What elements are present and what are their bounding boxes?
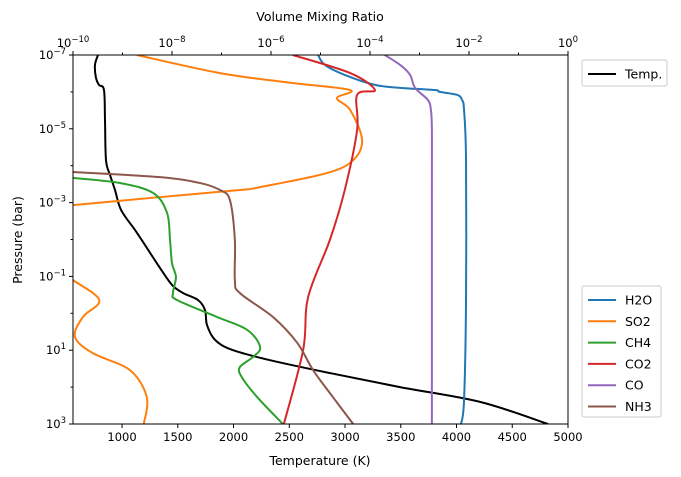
y-tick-label: 10−5 [39, 121, 66, 136]
x-tick-label: 3000 [330, 430, 359, 444]
y-tick-label: 101 [46, 342, 66, 357]
x-tick-label: 4000 [442, 430, 471, 444]
top-axis-label: Volume Mixing Ratio [256, 9, 384, 24]
legend-label-co2: CO2 [625, 356, 652, 371]
y-tick-label: 10−7 [39, 47, 66, 62]
axes: 1000 1500 2000 2500 3000 3500 4000 4500 5000 10−1… [39, 35, 583, 444]
plot-frame [72, 54, 569, 425]
x-tick-label: 2000 [219, 430, 248, 444]
x-tick-label: 1000 [107, 430, 136, 444]
y-tick-label: 103 [46, 416, 66, 431]
x-axis-label: Temperature (K) [268, 453, 370, 468]
series-line-nh3 [73, 170, 354, 424]
legend: Temp. H2O SO2 CH4 CO2 CO NH3 [581, 59, 668, 418]
y-tick-label: 10−3 [39, 195, 66, 210]
series-line-so2 [73, 55, 364, 207]
x-tick-label: 5000 [553, 430, 582, 444]
y-axis-label: Pressure (bar) [10, 196, 25, 284]
x-tick-label: 1500 [163, 430, 192, 444]
legend-label-temp.: Temp. [624, 67, 662, 82]
y-tick-label: 10−1 [39, 268, 66, 283]
series-line-co [384, 55, 433, 424]
x-tick-label: 2500 [275, 430, 304, 444]
x2-tick-label: 10−6 [257, 35, 284, 50]
legend-label-ch4: CH4 [625, 335, 651, 350]
x2-tick-label: 10−2 [455, 35, 482, 50]
series-line-temp. [93, 55, 549, 424]
x-tick-label: 4500 [498, 430, 527, 444]
x2-tick-label: 10−8 [158, 35, 185, 50]
legend-label-co: CO [625, 378, 644, 393]
legend-label-h2o: H2O [625, 293, 652, 308]
legend-label-nh3: NH3 [625, 399, 652, 414]
legend-species: H2O SO2 CH4 CO2 CO NH3 [581, 285, 662, 418]
series-line-co2 [282, 55, 376, 424]
x-tick-label: 3500 [386, 430, 415, 444]
series-line-ch4 [73, 176, 284, 424]
series-line-h2o [317, 55, 468, 424]
legend-label-so2: SO2 [625, 314, 651, 329]
series-line-so2-lower [73, 278, 149, 424]
plot-lines [73, 55, 549, 424]
x2-tick-label: 100 [558, 35, 578, 50]
legend-frame [581, 59, 668, 87]
legend-temperature: Temp. [581, 59, 668, 87]
x2-tick-label: 10−4 [356, 35, 383, 50]
